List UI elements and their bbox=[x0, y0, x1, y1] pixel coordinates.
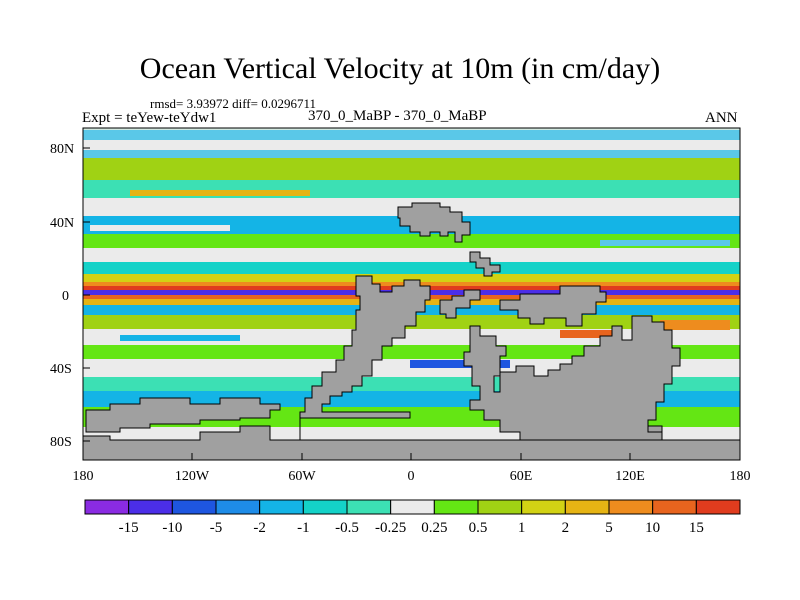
colorbar: -15 -10 -5 -2 -1 -0.5 -0.25 0.25 0.5 1 2 5 10 15 bbox=[84, 499, 741, 536]
colorbar-cell bbox=[564, 499, 610, 515]
band-arctic-weak bbox=[83, 140, 740, 150]
colorbar-label: 2 bbox=[562, 520, 570, 536]
land-island-1 bbox=[469, 251, 501, 277]
x-label-60e: 60E bbox=[510, 469, 533, 484]
band-north-1 bbox=[83, 158, 740, 180]
case-pair-label: 370_0_MaBP - 370_0_MaBP bbox=[308, 108, 487, 124]
colorbar-cell bbox=[390, 499, 435, 515]
colorbar-cell bbox=[608, 499, 654, 515]
x-label-180w: 180 bbox=[73, 469, 94, 484]
colorbar-label: -1 bbox=[297, 520, 310, 536]
streak-1 bbox=[130, 190, 310, 196]
y-label-40n: 40N bbox=[50, 216, 74, 231]
land-masses bbox=[83, 202, 740, 460]
colorbar-cell bbox=[128, 499, 173, 515]
colorbar-label: 10 bbox=[645, 520, 660, 536]
colorbar-label: -15 bbox=[119, 520, 139, 536]
land-west-south bbox=[85, 397, 281, 433]
x-tick-marks bbox=[191, 453, 631, 460]
x-label-0: 0 bbox=[408, 469, 415, 484]
colorbar-label: -0.5 bbox=[335, 520, 359, 536]
y-label-40s: 40S bbox=[50, 362, 72, 377]
y-label-80n: 80N bbox=[50, 142, 74, 157]
band-subtropic-n-weak bbox=[83, 248, 740, 262]
colorbar-cell bbox=[346, 499, 392, 515]
colorbar-label: -5 bbox=[210, 520, 223, 536]
colorbar-cell bbox=[302, 499, 348, 515]
band-tropic-n bbox=[83, 262, 740, 274]
streak-2 bbox=[520, 205, 720, 213]
experiment-label: Expt = teYew-teYdw1 bbox=[82, 110, 217, 126]
colorbar-label: 5 bbox=[605, 520, 613, 536]
land-east-continent bbox=[499, 285, 607, 327]
land-west-continent bbox=[83, 275, 740, 460]
colorbar-label: 0.5 bbox=[469, 520, 488, 536]
colorbar-label: -0.25 bbox=[375, 520, 406, 536]
colorbar-cell bbox=[171, 499, 217, 515]
streak-8 bbox=[560, 330, 620, 338]
colorbar-cell bbox=[215, 499, 261, 515]
streak-5 bbox=[120, 335, 240, 341]
streak-4 bbox=[600, 240, 730, 246]
colorbar-cell bbox=[695, 499, 741, 515]
colorbar-label: 0.25 bbox=[421, 520, 447, 536]
colorbar-cell bbox=[652, 499, 697, 515]
colorbar-label: 15 bbox=[689, 520, 704, 536]
colorbar-cell bbox=[259, 499, 304, 515]
band-subtropic-n bbox=[83, 234, 740, 248]
y-tick-labels: 80N 40N 0 40S 80S bbox=[50, 142, 74, 450]
land-south-east bbox=[439, 289, 481, 319]
land-north bbox=[397, 202, 471, 243]
colorbar-label: 1 bbox=[518, 520, 526, 536]
colorbar-cell bbox=[84, 499, 130, 515]
x-label-120e: 120E bbox=[615, 469, 645, 484]
y-label-80s: 80S bbox=[50, 435, 72, 450]
colorbar-cell bbox=[477, 499, 523, 515]
stats-label: rmsd= 3.93972 diff= 0.0296711 bbox=[150, 96, 316, 111]
y-tick-marks bbox=[83, 147, 90, 442]
plot-title: Ocean Vertical Velocity at 10m (in cm/da… bbox=[139, 52, 661, 85]
season-label: ANN bbox=[705, 110, 738, 126]
x-label-180e: 180 bbox=[730, 469, 751, 484]
streak-3 bbox=[90, 225, 230, 231]
colorbar-cell bbox=[521, 499, 566, 515]
colorbar-cell bbox=[433, 499, 479, 515]
x-label-60w: 60W bbox=[288, 469, 316, 484]
band-eq-north bbox=[83, 274, 740, 282]
y-label-0: 0 bbox=[62, 289, 69, 304]
x-label-120w: 120W bbox=[175, 469, 210, 484]
x-tick-labels: 180 120W 60W 0 60E 120E 180 bbox=[73, 469, 751, 484]
land-mid-south bbox=[463, 315, 681, 441]
map-field bbox=[83, 128, 740, 460]
streak-6 bbox=[660, 320, 730, 330]
colorbar-label: -2 bbox=[253, 520, 266, 536]
streak-7 bbox=[410, 360, 510, 368]
colorbar-label: -10 bbox=[162, 520, 182, 536]
